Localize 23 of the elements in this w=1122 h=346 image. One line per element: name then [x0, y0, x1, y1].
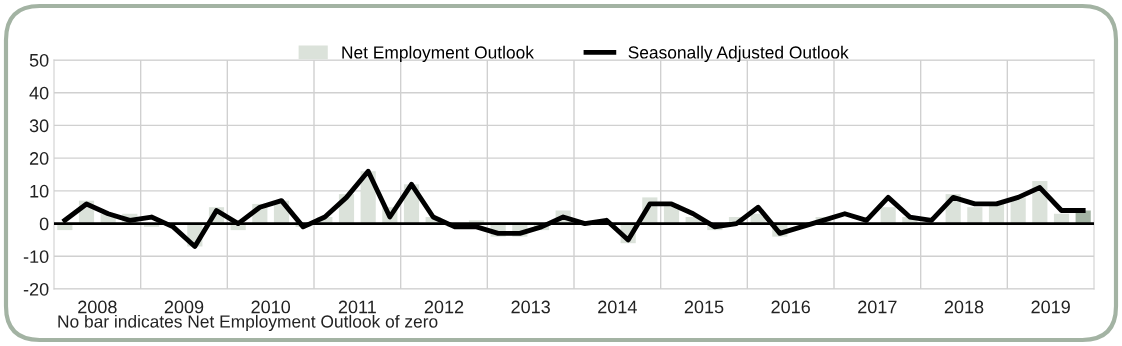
y-tick-label: 0 — [39, 217, 49, 231]
x-tick-label: 2018 — [944, 300, 984, 314]
y-tick-label: -20 — [23, 282, 49, 296]
x-tick-label: 2015 — [684, 300, 724, 314]
y-tick-label: 20 — [29, 152, 49, 165]
legend-label: Net Employment Outlook — [342, 45, 534, 63]
x-tick-label: 2019 — [1031, 300, 1070, 314]
y-tick-label: 10 — [30, 184, 49, 198]
x-tick-label: 2008 — [78, 300, 117, 314]
y-tick-label: 40 — [29, 86, 49, 100]
legend-label: Seasonally Adjusted Outlook — [628, 45, 849, 63]
x-tick-label: 2011 — [338, 300, 376, 314]
y-tick-label: -10 — [23, 250, 49, 264]
y-tick-label: 50 — [29, 53, 49, 67]
x-tick-label: 2013 — [511, 300, 550, 314]
x-tick-label: 2012 — [424, 300, 464, 314]
y-tick-label: 30 — [29, 119, 49, 133]
text: No bar indicates Net Employment Outlook of zero — [58, 314, 438, 332]
x-tick-label: 2010 — [251, 300, 291, 314]
x-tick-label: 2014 — [598, 300, 637, 314]
x-tick-label: 2009 — [164, 300, 204, 314]
x-tick-label: 2017 — [858, 300, 897, 314]
x-tick-label: 2016 — [771, 300, 810, 314]
